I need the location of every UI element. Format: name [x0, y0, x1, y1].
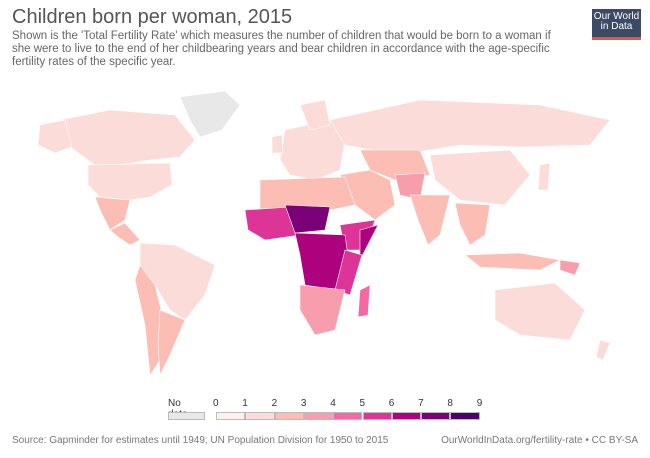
argentina [157, 309, 186, 377]
legend-tick: 9 [476, 398, 483, 409]
legend-bin-1-2[interactable] [245, 412, 275, 420]
south-america [134, 242, 216, 377]
legend-bin-4-5[interactable] [333, 412, 363, 420]
chart-title: Children born per woman, 2015 [12, 6, 293, 28]
andes [134, 264, 166, 376]
china [429, 149, 531, 206]
russia [329, 99, 611, 156]
legend-tick: 5 [359, 398, 366, 409]
legend-tick: 6 [388, 398, 395, 409]
legend-tick: 8 [447, 398, 453, 409]
indonesia [464, 252, 561, 271]
madagascar [357, 284, 371, 318]
source-note: Source: Gapminder for estimates until 19… [12, 435, 389, 446]
west-africa [244, 206, 301, 241]
legend-bin-5-6[interactable] [362, 412, 392, 420]
india [409, 194, 451, 246]
canada [59, 109, 196, 166]
new-zealand [595, 339, 611, 361]
legend-tick: 1 [242, 398, 248, 409]
legend-tick: 7 [418, 398, 424, 409]
australia [494, 282, 586, 341]
alaska [37, 119, 73, 154]
europe [271, 99, 346, 181]
greenland [179, 90, 241, 138]
legend-bin-0-1[interactable] [216, 412, 246, 420]
logo-line1: Our World [593, 11, 640, 22]
legend-tick: 2 [271, 398, 278, 409]
asia [329, 99, 611, 276]
north-america [37, 90, 241, 246]
somalia [359, 224, 379, 261]
oceania [494, 282, 611, 361]
legend-bin-6-7[interactable] [391, 412, 422, 420]
chart-subtitle: Shown is the 'Total Fertility Rate' whic… [12, 30, 551, 68]
japan [537, 162, 551, 191]
scandinavia [299, 99, 331, 131]
africa [244, 176, 379, 336]
usa [87, 162, 173, 201]
source-url[interactable]: OurWorldInData.org/fertility-rate • CC B… [441, 435, 638, 446]
mexico [94, 196, 131, 231]
se-asia [454, 202, 491, 246]
legend-tick: 4 [330, 398, 336, 409]
png [559, 259, 581, 276]
legend-bin-2-3[interactable] [274, 412, 304, 420]
logo-line2: in Data [600, 21, 633, 32]
owid-logo[interactable]: Our World in Data [592, 9, 641, 40]
sahel [284, 204, 331, 234]
east-africa [334, 249, 363, 296]
legend-tick: 3 [300, 398, 307, 409]
world-map[interactable] [0, 85, 650, 390]
legend-no-data-swatch [168, 412, 205, 420]
legend-tick: 0 [213, 398, 219, 409]
north-africa [259, 176, 356, 211]
uk [271, 134, 284, 154]
legend-bin-3-4[interactable] [303, 412, 334, 420]
legend-bin-7-8[interactable] [421, 412, 451, 420]
central-america [109, 222, 141, 246]
legend-bin-8-9[interactable] [450, 412, 480, 420]
southern-africa [299, 284, 346, 336]
